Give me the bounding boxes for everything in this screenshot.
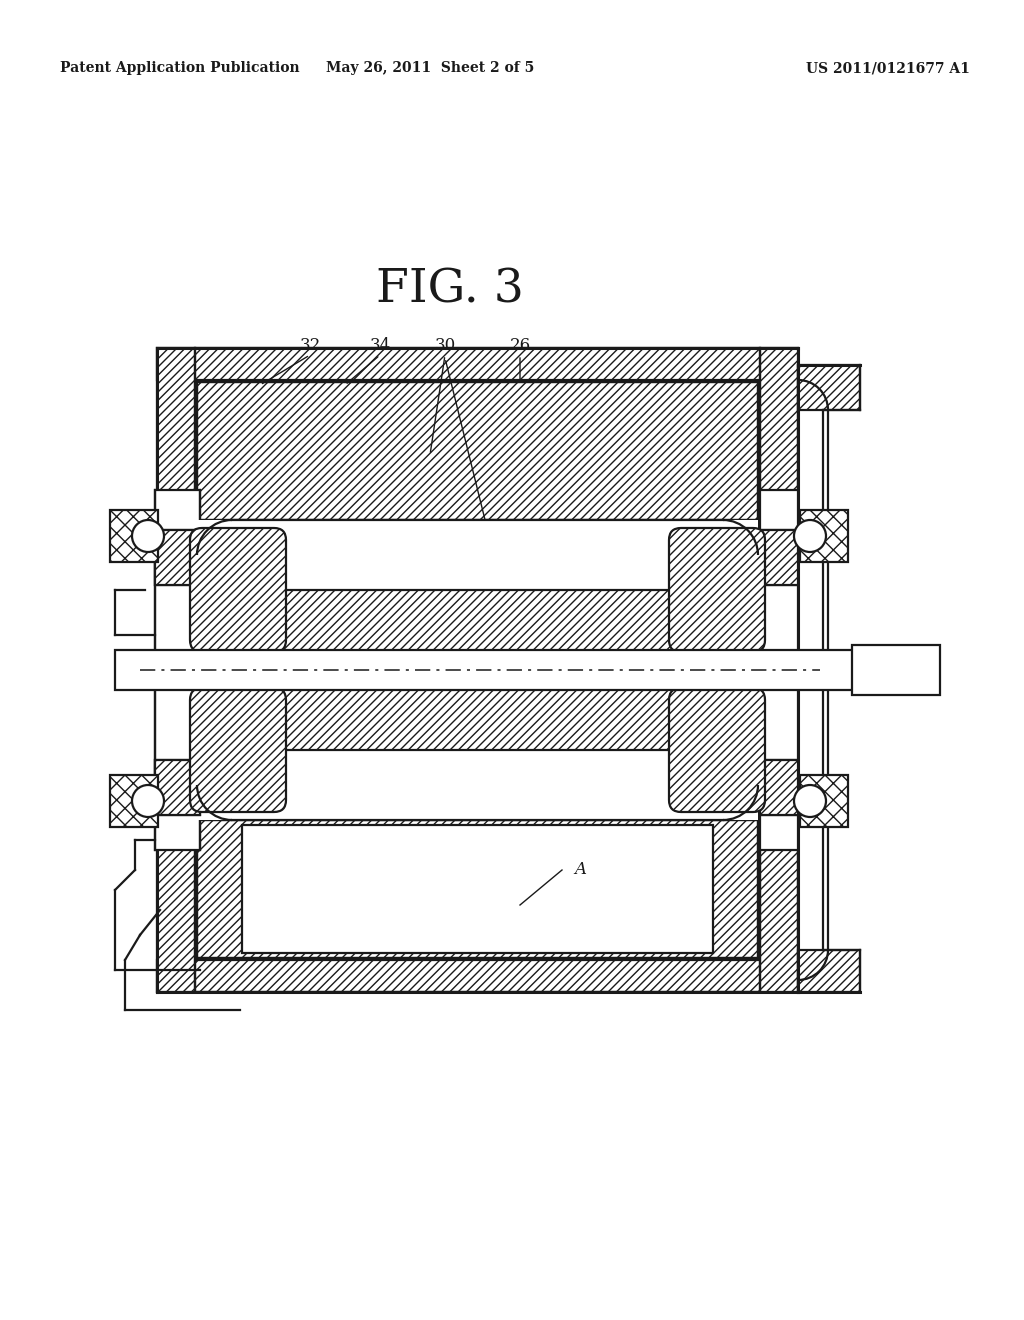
Bar xyxy=(798,950,860,993)
Bar xyxy=(110,775,158,828)
FancyBboxPatch shape xyxy=(190,688,286,812)
Bar xyxy=(155,760,200,814)
Bar xyxy=(110,510,158,562)
Text: May 26, 2011  Sheet 2 of 5: May 26, 2011 Sheet 2 of 5 xyxy=(326,61,535,75)
Bar xyxy=(852,645,940,696)
Bar xyxy=(197,520,758,820)
Circle shape xyxy=(794,520,826,552)
Circle shape xyxy=(794,785,826,817)
Circle shape xyxy=(132,785,164,817)
Bar xyxy=(157,348,195,993)
FancyBboxPatch shape xyxy=(190,528,286,652)
Text: US 2011/0121677 A1: US 2011/0121677 A1 xyxy=(806,61,970,75)
Bar xyxy=(760,760,798,814)
Text: FIG. 3: FIG. 3 xyxy=(376,268,524,313)
Text: A: A xyxy=(574,862,586,879)
Text: 26: 26 xyxy=(509,337,530,354)
Bar xyxy=(760,348,798,993)
Bar xyxy=(242,825,713,953)
FancyBboxPatch shape xyxy=(669,528,765,652)
Bar xyxy=(155,760,200,814)
Text: 30: 30 xyxy=(434,337,456,354)
Bar xyxy=(157,960,798,993)
Bar xyxy=(155,490,200,850)
Circle shape xyxy=(132,520,164,552)
Bar xyxy=(760,531,798,585)
Text: Patent Application Publication: Patent Application Publication xyxy=(60,61,300,75)
Bar xyxy=(197,820,758,958)
Bar xyxy=(242,590,713,750)
Bar xyxy=(800,775,848,828)
FancyBboxPatch shape xyxy=(669,688,765,812)
Bar xyxy=(155,531,200,585)
Bar xyxy=(800,510,848,562)
Text: 32: 32 xyxy=(299,337,321,354)
Bar xyxy=(760,531,798,585)
Bar xyxy=(760,760,798,814)
Bar xyxy=(157,348,798,380)
Bar xyxy=(115,649,870,690)
Bar xyxy=(155,531,200,585)
Text: 34: 34 xyxy=(370,337,390,354)
Bar xyxy=(197,381,758,520)
Bar xyxy=(798,366,860,411)
Bar xyxy=(760,490,798,850)
